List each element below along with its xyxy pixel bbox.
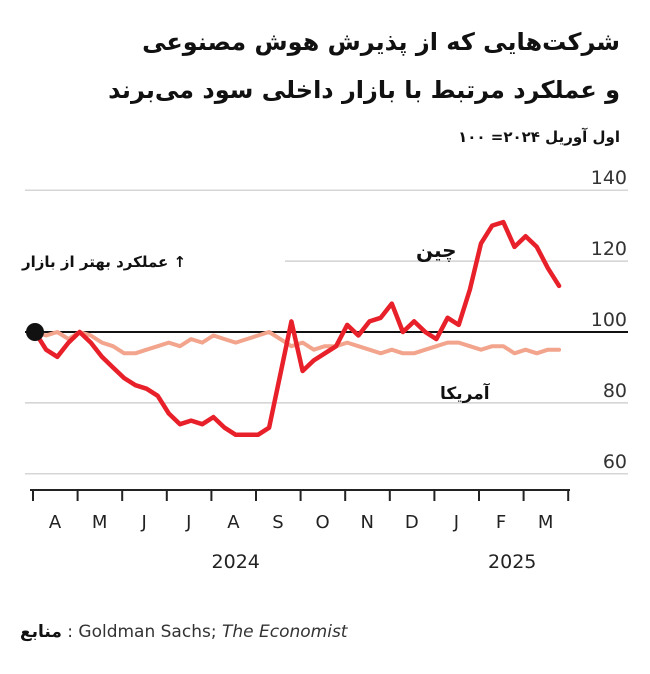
series-label-china: چین bbox=[416, 238, 457, 262]
source-italic: The Economist bbox=[221, 622, 348, 642]
x-tick-label-S: S bbox=[272, 512, 283, 533]
y-axis-tick-labels: 60 80 100 120 140 bbox=[591, 167, 627, 473]
x-tick-label-M: M bbox=[538, 512, 554, 533]
x-tick-label-J: J bbox=[453, 512, 459, 533]
year-label-2024: 2024 bbox=[212, 551, 260, 573]
chart-subtitle: اول آوریل ۲۰۲۴= ۱۰۰ bbox=[458, 128, 620, 146]
source-label: منابع bbox=[20, 622, 62, 642]
series-china-line bbox=[32, 219, 562, 438]
title-line-1: شرکت‌هایی که از پذیرش هوش مصنوعی bbox=[142, 28, 620, 56]
x-tick-label-J: J bbox=[141, 512, 147, 533]
x-tick-label-O: O bbox=[316, 512, 330, 533]
x-tick-label-D: D bbox=[405, 512, 419, 533]
y-tick-label-80: 80 bbox=[603, 380, 627, 402]
series-lines bbox=[26, 219, 562, 438]
source-line: منابع : Goldman Sachs; The Economist bbox=[20, 622, 347, 642]
better-than-market-annotation: ↑ عملکرد بهتر از بازار bbox=[22, 253, 187, 271]
x-tick-label-F: F bbox=[496, 512, 506, 533]
title-line-2: و عملکرد مرتبط با بازار داخلی سود می‌برن… bbox=[108, 76, 620, 104]
grid-lines bbox=[25, 189, 628, 475]
x-tick-label-A: A bbox=[227, 512, 240, 533]
x-tick-label-M: M bbox=[92, 512, 108, 533]
y-tick-label-60: 60 bbox=[603, 451, 627, 473]
y-tick-label-100: 100 bbox=[591, 309, 627, 331]
x-tick-label-J: J bbox=[185, 512, 191, 533]
start-point-marker bbox=[26, 323, 44, 341]
x-tick-label-N: N bbox=[360, 512, 373, 533]
series-label-us: آمریکا bbox=[440, 384, 490, 404]
x-tick-label-A: A bbox=[49, 512, 62, 533]
y-tick-label-120: 120 bbox=[591, 238, 627, 260]
y-tick-label-140: 140 bbox=[591, 167, 627, 189]
x-axis: A M J J A S O N D J F M 2024 2025 bbox=[30, 489, 570, 573]
chart-title: شرکت‌هایی که از پذیرش هوش مصنوعی و عملکر… bbox=[20, 18, 620, 114]
year-label-2025: 2025 bbox=[488, 551, 536, 573]
source-text: : Goldman Sachs; bbox=[67, 622, 222, 642]
